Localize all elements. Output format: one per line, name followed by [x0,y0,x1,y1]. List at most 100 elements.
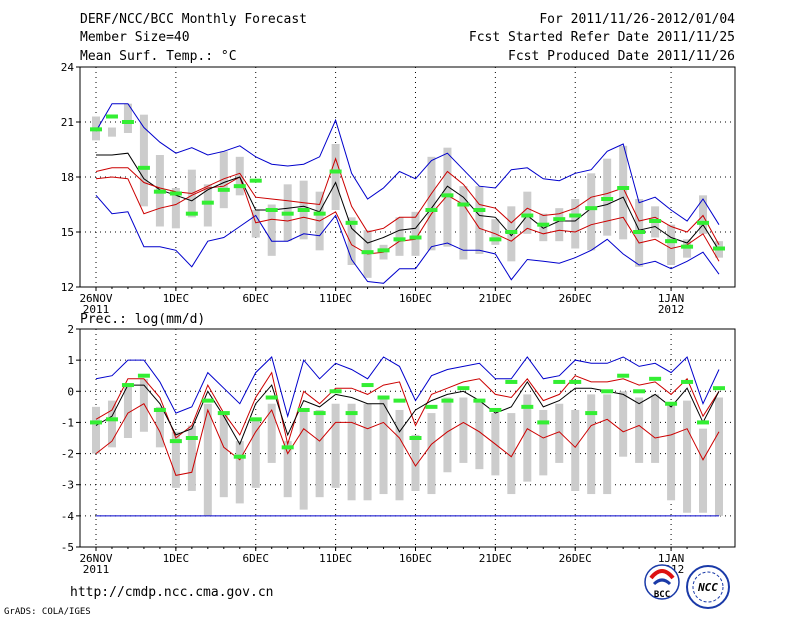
spread-bar [379,397,388,495]
observed-marker [249,417,262,422]
observed-marker [233,454,246,459]
spread-bar [219,413,228,498]
member-size-label: Member Size=40 [80,30,190,45]
spread-bar [395,409,404,501]
spread-bar [427,156,436,251]
x-tick-label: 21DEC [479,292,512,305]
spread-bar [491,219,500,245]
observed-marker [441,193,454,198]
series-line-q75 [95,371,720,447]
series-line-q25 [95,176,720,262]
spread-bar [427,413,436,495]
y-tick-label: 24 [61,61,75,74]
observed-marker [585,411,598,416]
period-label: For 2011/11/26-2012/01/04 [539,12,735,27]
spread-bar [523,394,532,482]
spread-bar [267,403,276,463]
observed-marker [633,230,646,234]
observed-marker [697,220,710,225]
observed-marker [553,217,566,222]
series-line-min [95,103,720,225]
series-line-max [95,356,720,419]
x-tick-year-label: 2011 [83,303,110,316]
observed-marker [617,186,630,190]
observed-marker [665,239,678,244]
spread-bar [411,434,420,491]
spread-bar [555,208,564,242]
source-url[interactable]: http://cmdp.ncc.cma.gov.cn [70,585,274,600]
observed-marker [425,208,438,212]
spread-bar [555,403,564,463]
spread-bar [571,199,580,249]
x-tick-label: 6DEC [242,552,269,565]
y-tick-label: 12 [61,281,74,294]
x-tick-label: 16DEC [399,292,432,305]
observed-marker [185,211,198,216]
spread-bar [475,186,484,254]
observed-marker [505,230,518,234]
observed-marker [217,187,230,192]
spread-bar [123,103,132,133]
series-line-median [96,152,720,251]
spread-bar [187,425,196,491]
observed-marker [489,237,502,242]
spread-bar [347,217,356,265]
spread-bar [539,409,548,476]
observed-marker [489,407,502,412]
observed-marker [457,386,470,391]
y-tick-label: 21 [61,116,74,129]
y-tick-label: -4 [61,510,75,523]
observed-marker [329,389,342,394]
observed-marker [681,244,694,249]
observed-marker [617,373,630,378]
spread-bar [619,145,628,240]
spread-bar [539,213,548,242]
x-tick-label: 26DEC [559,292,592,305]
observed-marker [281,445,294,450]
precip-label: Prec.: log(mm/d) [80,312,205,327]
observed-marker [377,248,390,253]
observed-marker [313,411,326,416]
x-tick-label: 6DEC [242,292,269,305]
spread-bar [667,224,676,265]
observed-marker [249,178,262,183]
observed-marker [90,127,102,132]
observed-marker [537,222,550,227]
variable-label: Mean Surf. Temp.: °C [80,49,237,64]
produced-label: Fcst Produced Date 2011/11/26 [508,49,735,64]
observed-marker [665,401,678,406]
x-tick-label: 1JAN [658,552,685,565]
observed-marker [201,398,214,403]
spread-bar [635,397,644,463]
observed-marker [521,404,534,409]
y-tick-label: -2 [61,448,74,461]
observed-marker [121,383,134,388]
spread-bar [203,403,212,516]
spread-bar [699,195,708,234]
spread-bar [667,403,676,501]
spread-bar [123,385,132,438]
observed-marker [569,213,582,218]
observed-marker [201,200,214,205]
spread-bar [139,378,148,432]
observed-marker [393,237,406,242]
observed-marker [569,379,582,384]
observed-marker [153,407,166,412]
observed-marker [441,398,454,403]
observed-marker [681,379,694,384]
spread-bar [219,151,228,209]
y-tick-label: 2 [67,323,74,336]
observed-marker [297,407,310,412]
observed-marker [329,169,342,174]
x-tick-label: 16DEC [399,552,432,565]
observed-marker [649,376,662,381]
bcc-logo-text: BCC [654,590,670,600]
spread-bar [251,210,260,238]
spread-bar [171,431,180,488]
started-label: Fcst Started Refer Date 2011/11/25 [469,30,735,45]
observed-marker [473,208,486,212]
observed-marker [233,184,246,189]
spread-bar [347,403,356,501]
spread-bar [267,204,276,256]
